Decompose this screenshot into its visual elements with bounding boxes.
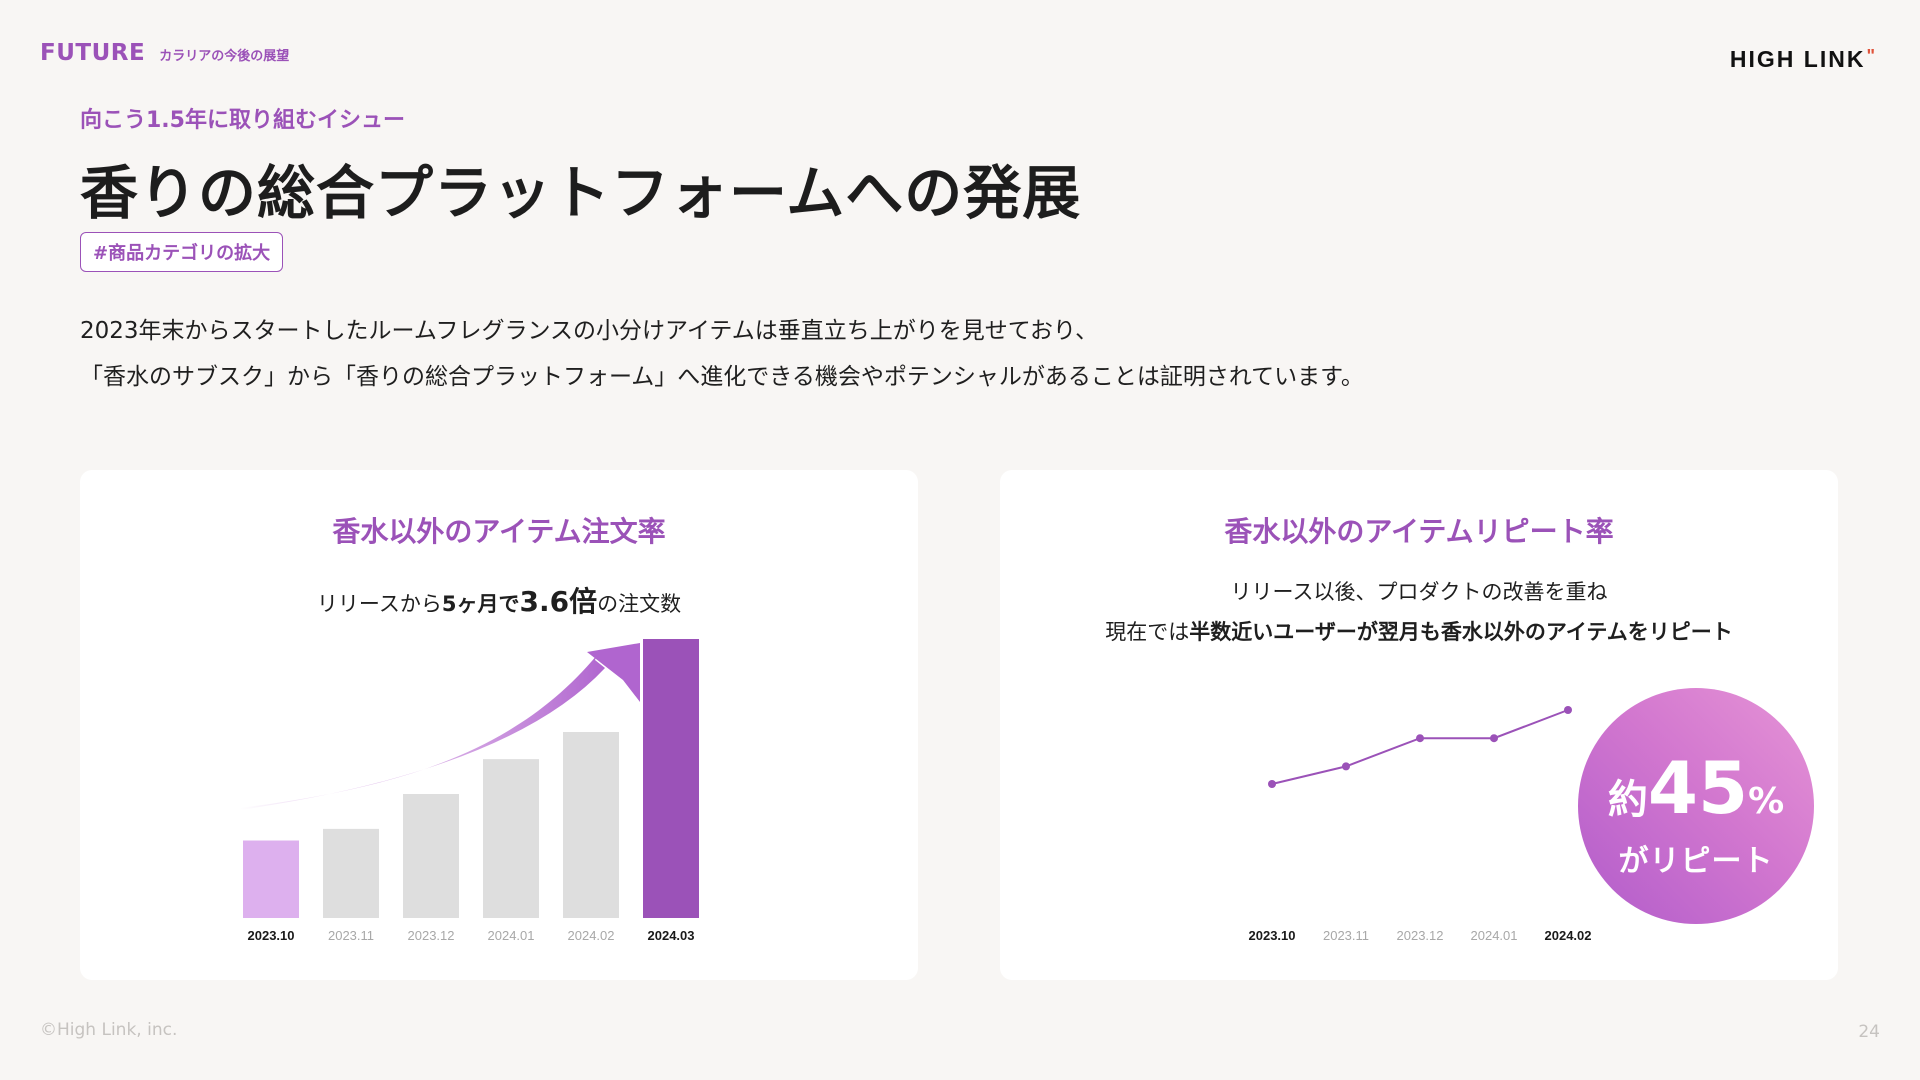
section-header: FUTURE カラリアの今後の展望 [40, 40, 289, 66]
section-subtitle: カラリアの今後の展望 [159, 49, 290, 64]
order-rate-card: 香水以外のアイテム注文率 リリースから5ヶ月で3.6倍の注文数 2023.10 2… [80, 470, 918, 980]
description-line-1: 2023年末からスタートしたルームフレグランスの小分けアイテムは垂直立ち上がりを… [80, 318, 1099, 344]
point-2024.01 [1490, 734, 1498, 743]
category-tag: #商品カテゴリの拡大 [80, 232, 284, 272]
bar-2023.11 [323, 828, 379, 918]
badge-prefix: 約 [1607, 777, 1648, 823]
order-rate-title: 香水以外のアイテム注文率 [332, 515, 666, 548]
bar-2024.03 [643, 639, 699, 918]
bar-2023.10 [243, 840, 299, 918]
badge-unit: % [1748, 781, 1785, 822]
growth-arrow-head [587, 643, 640, 702]
order-rate-multiplier: 3.6倍 [519, 585, 598, 618]
x-tick-2024.02: 2024.02 [568, 928, 615, 943]
order-rate-subtitle: リリースから5ヶ月で3.6倍の注文数 [80, 580, 918, 620]
line-x-tick-2023.10: 2023.10 [1249, 928, 1296, 943]
repeat-rate-sub-line-2-b: 半数近いユーザーが翌月も香水以外のアイテムをリピート [1189, 620, 1733, 644]
company-logo: HIGH LINK" [1730, 46, 1877, 73]
line-x-tick-2023.12: 2023.12 [1397, 928, 1444, 943]
x-tick-2024.03: 2024.03 [648, 928, 695, 943]
copyright: ©High Link, inc. [40, 1020, 178, 1040]
point-2023.12 [1416, 734, 1424, 743]
page-number: 24 [1858, 1022, 1880, 1042]
repeat-rate-sub-line-2-a: 現在では [1105, 620, 1190, 644]
point-2023.11 [1342, 762, 1350, 771]
x-tick-2023.12: 2023.12 [408, 928, 455, 943]
section-label: FUTURE [40, 40, 146, 66]
line-x-tick-2023.11: 2023.11 [1323, 928, 1369, 943]
repeat-rate-series-line [1271, 709, 1569, 785]
order-rate-sub-a: リリースから [316, 592, 442, 616]
bar-2024.02 [563, 732, 619, 918]
repeat-rate-title: 香水以外のアイテムリピート率 [1224, 515, 1614, 548]
badge-number: 45 [1647, 746, 1749, 830]
point-2023.10 [1268, 780, 1276, 788]
badge-caption: がリピート [1618, 844, 1774, 879]
x-tick-2023.10: 2023.10 [248, 928, 295, 943]
repeat-rate-sub-line-2: 現在では半数近いユーザーが翌月も香水以外のアイテムをリピート [1000, 616, 1838, 646]
line-x-tick-2024.01: 2024.01 [1471, 928, 1518, 943]
repeat-rate-line-chart: 2023.10 2023.11 2023.12 2024.01 2024.02 [1249, 706, 1592, 943]
order-rate-sub-b: 5ヶ月で [441, 592, 520, 616]
repeat-rate-badge: 約45% がリピート [1578, 688, 1814, 924]
x-tick-2024.01: 2024.01 [488, 928, 535, 943]
bar-2023.12 [403, 794, 459, 918]
x-tick-2023.11: 2023.11 [328, 928, 374, 943]
logo-mark: " [1866, 46, 1877, 66]
description-line-2: 「香水のサブスク」から「香りの総合プラットフォーム」へ進化できる機会やポテンシャ… [80, 364, 1364, 390]
repeat-rate-card: 香水以外のアイテムリピート率 リリース以後、プロダクトの改善を重ね 現在では半数… [1000, 470, 1838, 980]
badge-value: 約45% [1578, 746, 1814, 830]
growth-arrow [240, 655, 605, 810]
bar-2024.01 [483, 759, 539, 918]
description: 2023年末からスタートしたルームフレグランスの小分けアイテムは垂直立ち上がりを… [80, 308, 1840, 400]
point-2024.02 [1564, 706, 1572, 714]
repeat-rate-sub-line-1: リリース以後、プロダクトの改善を重ね [1230, 580, 1608, 604]
page-title: 香りの総合プラットフォームへの発展 [80, 159, 1082, 227]
line-x-tick-2024.02: 2024.02 [1545, 928, 1592, 943]
order-rate-bar-chart: 2023.10 2023.11 2023.12 2024.01 2024.02 2024.… [240, 639, 699, 943]
eyebrow-text: 向こう1.5年に取り組むイシュー [80, 108, 405, 133]
order-rate-sub-d: の注文数 [597, 592, 682, 616]
logo-text: HIGH LINK [1729, 46, 1866, 72]
